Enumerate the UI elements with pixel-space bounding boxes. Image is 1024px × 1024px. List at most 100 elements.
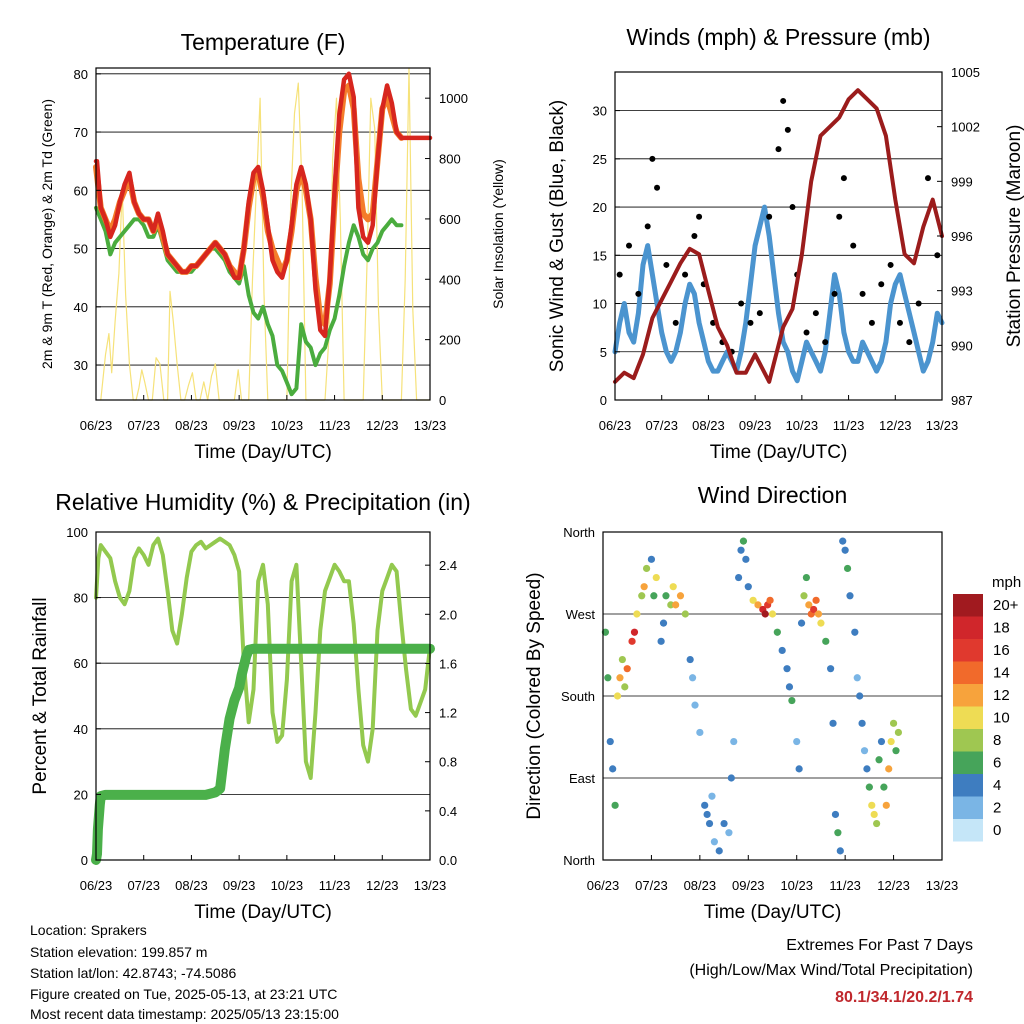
y-right-tick-label: 800 [439, 152, 461, 167]
x-tick-label: 13/23 [414, 878, 447, 893]
direction-point [618, 655, 626, 664]
y-right-tick-label: 400 [439, 272, 461, 287]
x-tick-label: 10/23 [271, 878, 304, 893]
gust-point [766, 213, 773, 220]
direction-point [851, 628, 859, 636]
direction-point [669, 583, 677, 591]
direction-point [725, 829, 733, 837]
direction-point [727, 774, 735, 782]
gust-point [756, 310, 763, 317]
plot-frame [95, 67, 431, 401]
y-right-tick-label: 1.2 [439, 706, 457, 721]
x-axis-label: Time (Day/UTC) [704, 902, 842, 923]
y-tick-label: 15 [593, 248, 607, 263]
y-tick-label: 40 [74, 722, 88, 737]
series-dew [94, 205, 404, 397]
colorbar-swatch [953, 819, 983, 842]
direction-point [788, 696, 796, 705]
gust-point [780, 97, 787, 104]
direction-point [672, 601, 680, 609]
direction-point [647, 555, 656, 563]
colorbar-swatch [953, 774, 983, 797]
latest-timestamp-text: Most recent data timestamp: 2025/05/13 2… [30, 1006, 339, 1022]
direction-point [744, 583, 752, 591]
y-axis-label: Percent & Total Rainfall [30, 597, 51, 794]
x-tick-label: 13/23 [926, 878, 959, 893]
x-tick-label: 12/23 [366, 418, 399, 433]
y-right-tick-label: 0.0 [439, 853, 457, 868]
direction-point [705, 819, 714, 828]
direction-point [856, 692, 864, 700]
created-text: Figure created on Tue, 2025-05-13, at 23… [30, 986, 338, 1002]
gust-point [887, 261, 894, 268]
colorbar-swatch [953, 594, 983, 617]
y-tick-label: 0 [600, 393, 607, 408]
direction-point [814, 610, 823, 618]
x-tick-label: 08/23 [692, 418, 725, 433]
chart-title: Wind Direction [698, 482, 848, 508]
x-tick-label: 13/23 [414, 418, 447, 433]
direction-point [640, 583, 648, 591]
direction-point [652, 573, 660, 582]
direction-point [863, 765, 871, 773]
colorbar-label: 12 [993, 687, 1010, 704]
direction-point [853, 674, 861, 682]
colorbar-swatch [953, 706, 983, 729]
direction-point [613, 692, 622, 700]
direction-point [797, 619, 806, 627]
direction-point [720, 819, 728, 828]
direction-point [601, 628, 610, 636]
x-tick-label: 10/23 [271, 418, 304, 433]
gust-point [878, 281, 885, 288]
colorbar-label: 6 [993, 755, 1001, 772]
panel-humidity: 06/23 07/23 08/23 09/23 10/23 11/23 12/23 13/23… [30, 489, 471, 923]
direction-point [873, 819, 881, 828]
y-tick-label: 25 [593, 152, 607, 167]
direction-point [831, 810, 840, 819]
direction-point [708, 792, 716, 800]
y-tick-label: 30 [593, 104, 607, 119]
plot-frame [95, 531, 431, 861]
x-tick-label: 09/23 [223, 418, 256, 433]
gust-point [635, 290, 642, 297]
colorbar-label: 14 [993, 665, 1010, 682]
y-tick-label: 20 [74, 787, 88, 802]
direction-point [715, 847, 723, 855]
gust-point [850, 242, 857, 249]
direction-point [701, 801, 709, 809]
y-right-tick-label: 1.6 [439, 656, 457, 671]
colorbar-label: 10 [993, 710, 1010, 727]
x-axis-label: Time (Day/UTC) [194, 442, 332, 463]
gust-point [789, 204, 796, 211]
direction-point [616, 674, 624, 682]
direction-point [829, 719, 837, 727]
direction-point [650, 592, 658, 600]
y-tick-label: 100 [66, 525, 88, 540]
y-right-tick-label: 996 [951, 229, 973, 244]
panel-winds: 06/23 07/23 08/23 09/23 10/23 11/23 12/23 13/23… [547, 24, 1024, 463]
direction-point [817, 619, 825, 627]
y-tick-label: South [561, 689, 595, 704]
colorbar-label: 2 [993, 800, 1001, 817]
extremes-subtitle: (High/Low/Max Wind/Total Precipitation) [689, 962, 973, 979]
direction-point [877, 737, 886, 746]
direction-point [810, 605, 818, 614]
direction-point [827, 665, 835, 673]
gust-point [812, 310, 819, 317]
elevation-text: Station elevation: 199.857 m [30, 944, 208, 960]
series-precip [91, 643, 435, 865]
y-tick-label: 10 [593, 297, 607, 312]
x-tick-label: 12/23 [366, 878, 399, 893]
gust-point [775, 146, 782, 153]
colorbar-swatch [953, 729, 983, 752]
gust-point [672, 319, 679, 326]
direction-point [868, 801, 876, 809]
y-tick-label: 80 [74, 591, 88, 606]
direction-point [735, 573, 743, 582]
latlon-text: Station lat/lon: 42.8743; -74.5086 [30, 965, 237, 981]
direction-point [742, 555, 750, 563]
y-right-tick-label: 0.4 [439, 804, 457, 819]
direction-point [730, 737, 738, 746]
y-tick-label: North [563, 525, 595, 540]
